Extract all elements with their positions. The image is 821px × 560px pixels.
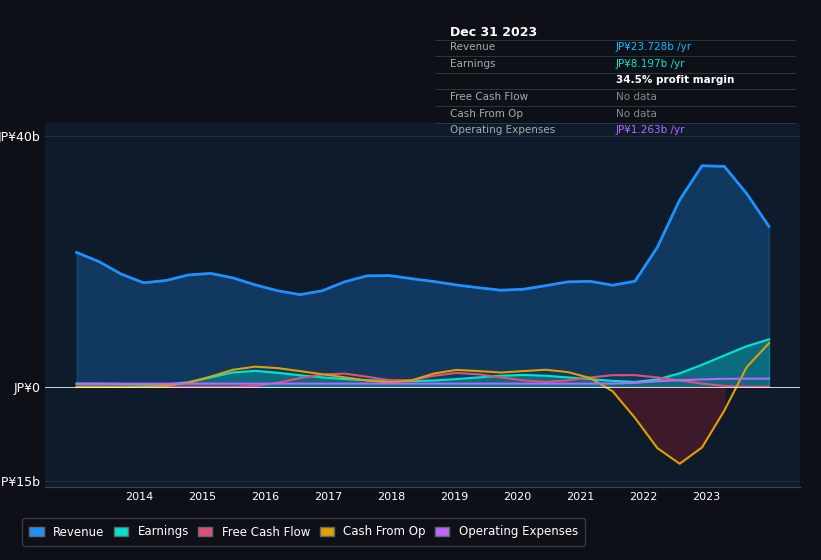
- Text: Operating Expenses: Operating Expenses: [450, 125, 555, 135]
- Text: JP¥23.728b /yr: JP¥23.728b /yr: [616, 42, 692, 52]
- Text: 34.5% profit margin: 34.5% profit margin: [616, 75, 734, 85]
- Legend: Revenue, Earnings, Free Cash Flow, Cash From Op, Operating Expenses: Revenue, Earnings, Free Cash Flow, Cash …: [22, 519, 585, 545]
- Text: Revenue: Revenue: [450, 42, 495, 52]
- Text: JP¥1.263b /yr: JP¥1.263b /yr: [616, 125, 686, 135]
- Text: JP¥8.197b /yr: JP¥8.197b /yr: [616, 59, 686, 69]
- Text: Earnings: Earnings: [450, 59, 495, 69]
- Text: Dec 31 2023: Dec 31 2023: [450, 26, 537, 39]
- Text: No data: No data: [616, 109, 657, 119]
- Text: Cash From Op: Cash From Op: [450, 109, 523, 119]
- Text: No data: No data: [616, 92, 657, 102]
- Text: Free Cash Flow: Free Cash Flow: [450, 92, 528, 102]
